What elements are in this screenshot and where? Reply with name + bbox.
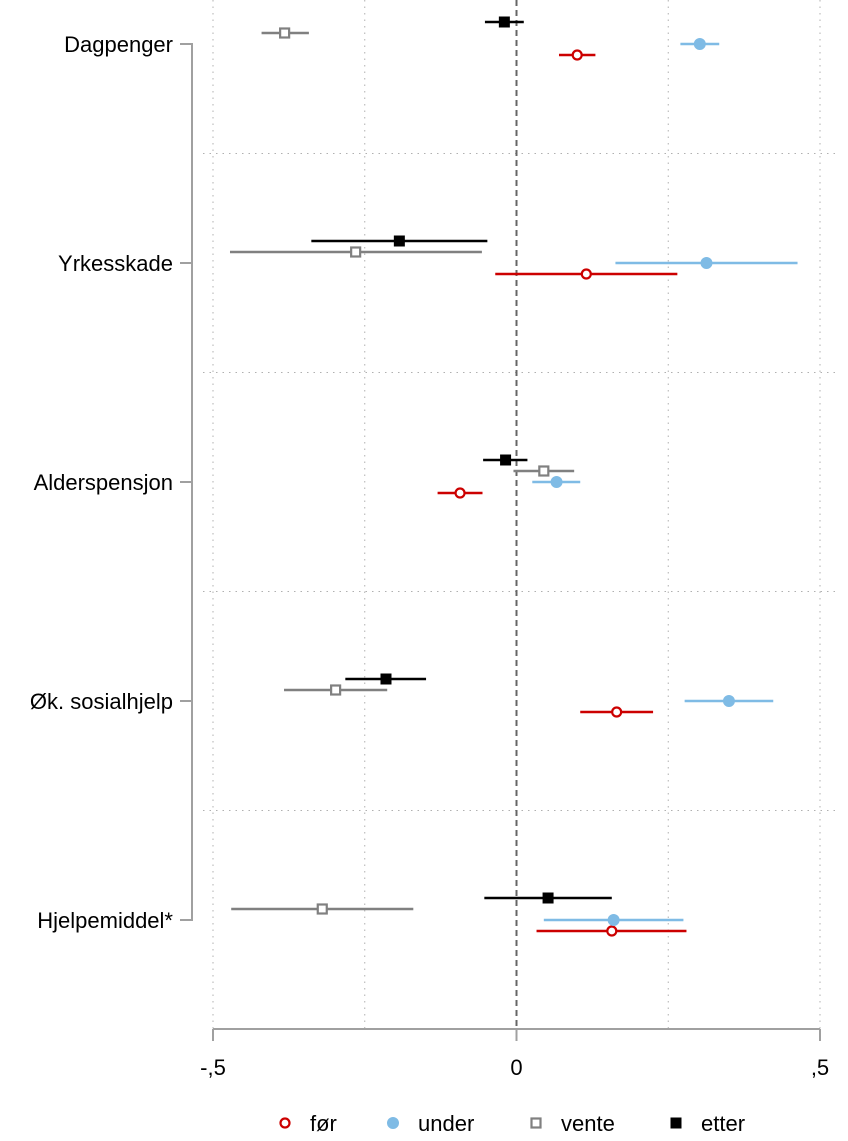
legend-marker-under bbox=[387, 1117, 399, 1129]
legend-marker-etter bbox=[670, 1117, 682, 1129]
point-for-yrkesskade bbox=[580, 268, 592, 280]
series-etter bbox=[311, 16, 612, 904]
legend-label-for: før bbox=[310, 1111, 337, 1136]
series-under bbox=[532, 38, 798, 926]
legend-item-under: under bbox=[387, 1111, 474, 1136]
point-etter-dagpenger bbox=[498, 16, 510, 28]
point-vente-alderspensjon bbox=[538, 465, 550, 477]
series-for bbox=[437, 49, 687, 937]
point-under-dagpenger bbox=[693, 38, 706, 50]
legend: før under vente etter bbox=[279, 1111, 745, 1136]
series-marks bbox=[229, 16, 798, 937]
point-under-ok-sosialhjelp bbox=[722, 695, 735, 707]
point-under-yrkesskade bbox=[700, 257, 713, 269]
x-tick-label: -,5 bbox=[200, 1055, 226, 1080]
category-label-ok-sosialhjelp: Øk. sosialhjelp bbox=[30, 689, 173, 714]
point-vente-hjelpemiddel bbox=[316, 903, 328, 915]
category-labels: Dagpenger Yrkesskade Alderspensjon Øk. sosi… bbox=[30, 32, 174, 933]
point-etter-ok-sosialhjelp bbox=[380, 673, 392, 685]
legend-item-etter: etter bbox=[670, 1111, 745, 1136]
legend-item-vente: vente bbox=[530, 1111, 615, 1136]
point-for-alderspensjon bbox=[454, 487, 466, 499]
legend-label-etter: etter bbox=[701, 1111, 745, 1136]
point-vente-ok-sosialhjelp bbox=[330, 684, 342, 696]
x-tick-label: 0 bbox=[510, 1055, 522, 1080]
point-etter-yrkesskade bbox=[393, 235, 405, 247]
legend-item-for: før bbox=[279, 1111, 337, 1136]
point-for-hjelpemiddel bbox=[606, 925, 618, 937]
category-label-dagpenger: Dagpenger bbox=[64, 32, 173, 57]
point-under-alderspensjon bbox=[550, 476, 563, 488]
legend-label-under: under bbox=[418, 1111, 474, 1136]
category-label-hjelpemiddel: Hjelpemiddel* bbox=[37, 908, 173, 933]
point-vente-yrkesskade bbox=[350, 246, 362, 258]
legend-marker-vente bbox=[530, 1117, 542, 1129]
series-vente bbox=[229, 27, 575, 915]
axis-layer: -,5 0 ,5 bbox=[180, 0, 829, 1080]
category-label-alderspensjon: Alderspensjon bbox=[34, 470, 173, 495]
point-for-dagpenger bbox=[571, 49, 583, 61]
legend-marker-for bbox=[279, 1117, 291, 1129]
category-label-yrkesskade: Yrkesskade bbox=[58, 251, 173, 276]
point-etter-alderspensjon bbox=[500, 454, 512, 466]
legend-label-vente: vente bbox=[561, 1111, 615, 1136]
point-under-hjelpemiddel bbox=[607, 914, 620, 926]
grid-layer bbox=[203, 0, 840, 1029]
point-vente-dagpenger bbox=[279, 27, 291, 39]
x-tick-label: ,5 bbox=[811, 1055, 829, 1080]
point-for-ok-sosialhjelp bbox=[611, 706, 623, 718]
point-etter-hjelpemiddel bbox=[542, 892, 554, 904]
